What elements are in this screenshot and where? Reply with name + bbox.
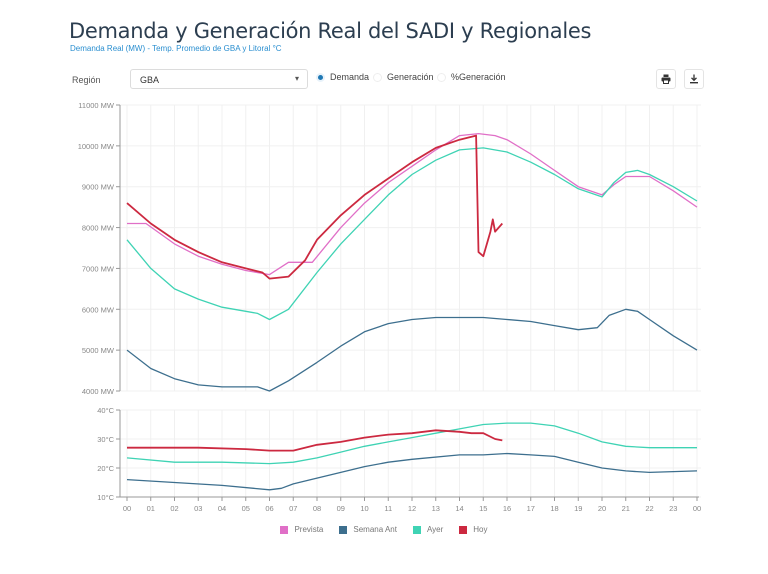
x-tick-label: 05 xyxy=(242,504,250,513)
temp-series-hoy xyxy=(127,429,503,452)
page-title: Demanda y Generación Real del SADI y Reg… xyxy=(69,19,592,43)
legend-label: Prevista xyxy=(294,525,324,534)
region-select[interactable]: GBA ▾ xyxy=(130,69,308,89)
legend-swatch xyxy=(412,525,421,534)
legend-item-prevista[interactable]: Prevista xyxy=(280,525,323,534)
download-button[interactable] xyxy=(684,69,704,89)
legend-swatch xyxy=(339,525,348,534)
radio-label: %Generación xyxy=(451,72,506,82)
y-tick-label: 4000 MW xyxy=(82,387,115,396)
x-tick-label: 00 xyxy=(123,504,131,513)
y-tick-label: 40°C xyxy=(97,406,114,415)
y-tick-label: 10000 MW xyxy=(78,142,115,151)
page-subtitle: Demanda Real (MW) - Temp. Promedio de GB… xyxy=(70,44,282,53)
region-label: Región xyxy=(72,75,101,85)
radio-generacion[interactable]: Generación xyxy=(373,72,434,82)
radio-demanda[interactable]: Demanda xyxy=(316,72,369,82)
y-tick-label: 10°C xyxy=(97,493,114,502)
x-tick-label: 03 xyxy=(194,504,202,513)
y-tick-label: 11000 MW xyxy=(78,101,115,110)
radio-label: Generación xyxy=(387,72,434,82)
legend-swatch xyxy=(459,525,468,534)
y-tick-label: 7000 MW xyxy=(82,264,115,273)
temp-series-semana-ant xyxy=(126,452,698,491)
x-tick-label: 19 xyxy=(574,504,582,513)
x-tick-label: 08 xyxy=(313,504,321,513)
legend-swatch xyxy=(280,525,289,534)
legend-label: Ayer xyxy=(426,525,444,534)
x-tick-label: 02 xyxy=(170,504,178,513)
radio-porcentaje-generacion[interactable]: %Generación xyxy=(437,72,506,82)
x-tick-label: 21 xyxy=(622,504,630,513)
radio-selected-icon xyxy=(316,72,325,82)
legend-item-hoy[interactable]: Hoy xyxy=(459,525,488,534)
legend-item-ayer[interactable]: Ayer xyxy=(412,525,444,534)
x-tick-label: 09 xyxy=(337,504,345,513)
x-tick-label: 00 xyxy=(693,504,701,513)
y-tick-label: 30°C xyxy=(97,435,114,444)
x-tick-label: 12 xyxy=(408,504,416,513)
x-tick-label: 01 xyxy=(147,504,155,513)
x-tick-label: 06 xyxy=(265,504,273,513)
x-tick-label: 14 xyxy=(455,504,463,513)
download-icon xyxy=(690,74,698,84)
radio-label: Demanda xyxy=(330,72,370,82)
legend-item-semana-ant[interactable]: Semana Ant xyxy=(339,525,397,534)
y-tick-label: 5000 MW xyxy=(82,346,115,355)
mw-series-semana-ant xyxy=(126,308,698,392)
y-tick-label: 9000 MW xyxy=(82,183,115,192)
radio-unselected-icon xyxy=(437,72,446,82)
mw-series-ayer xyxy=(126,147,698,321)
printer-icon xyxy=(661,74,671,84)
region-select-value: GBA xyxy=(140,75,160,85)
x-tick-label: 22 xyxy=(645,504,653,513)
x-tick-label: 07 xyxy=(289,504,297,513)
mw-series-hoy xyxy=(126,134,503,280)
y-tick-label: 8000 MW xyxy=(82,224,115,233)
y-tick-label: 6000 MW xyxy=(82,305,115,314)
x-tick-label: 13 xyxy=(432,504,440,513)
y-tick-label: 20°C xyxy=(97,464,114,473)
print-button[interactable] xyxy=(656,69,676,89)
radio-unselected-icon xyxy=(373,72,382,82)
x-tick-label: 16 xyxy=(503,504,511,513)
x-tick-label: 11 xyxy=(384,504,392,513)
x-tick-label: 17 xyxy=(527,504,535,513)
legend: Prevista Semana Ant Ayer Hoy xyxy=(0,525,768,534)
temp-series-ayer xyxy=(126,422,697,465)
x-tick-label: 18 xyxy=(550,504,558,513)
x-tick-label: 04 xyxy=(218,504,226,513)
chevron-down-icon: ▾ xyxy=(294,74,299,83)
x-tick-label: 15 xyxy=(479,504,487,513)
x-tick-label: 20 xyxy=(598,504,606,513)
x-tick-label: 10 xyxy=(360,504,368,513)
legend-label: Hoy xyxy=(473,525,488,534)
x-tick-label: 23 xyxy=(669,504,677,513)
legend-label: Semana Ant xyxy=(353,525,397,534)
